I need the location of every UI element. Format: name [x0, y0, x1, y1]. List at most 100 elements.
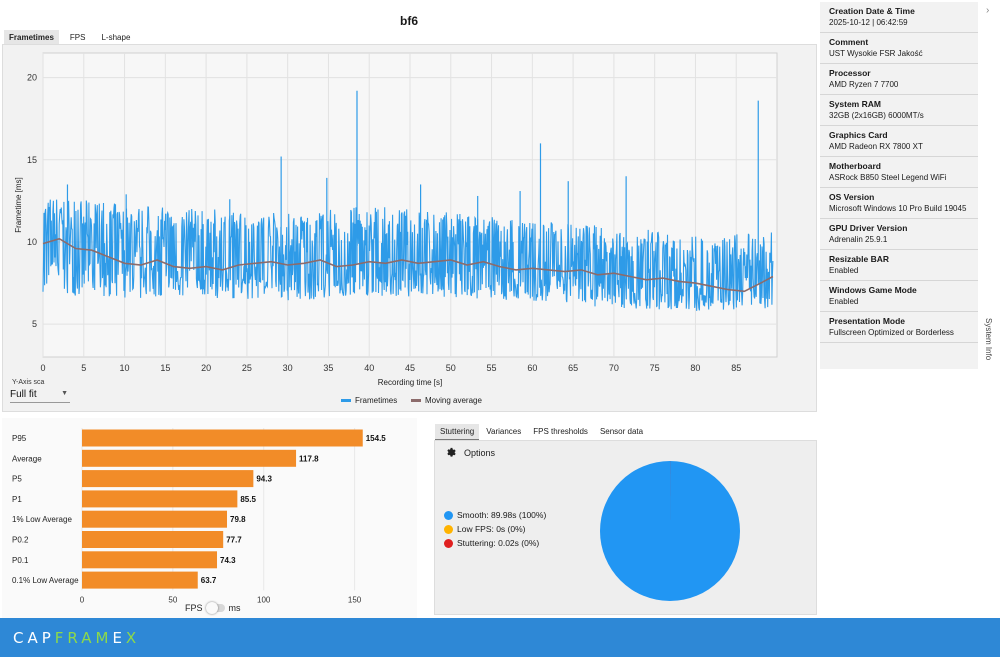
system-info-value: Enabled: [829, 297, 859, 306]
fps-bar-chart: 0 50 100 150 P95 154.5 Average 117.8 P5 94.3 P1 85.…: [12, 428, 387, 604]
toggle-label-ms: ms: [228, 603, 241, 613]
tab-stuttering[interactable]: Stuttering: [435, 424, 480, 441]
x-tick-label: 60: [527, 363, 537, 373]
capframex-logo: CAPFRAMEX: [13, 628, 141, 647]
x-tick-label: 150: [348, 595, 362, 604]
chevron-right-icon[interactable]: ›: [986, 5, 990, 16]
bar-category-label: P5: [12, 475, 22, 484]
fps-bar: [82, 551, 218, 569]
tab-sensor-data[interactable]: Sensor data: [599, 427, 644, 436]
x-tick-label: 85: [731, 363, 741, 373]
system-info-value: 2025-10-12 | 06:42:59: [829, 18, 908, 27]
y-axis-scale-value: Full fit: [10, 389, 37, 400]
x-tick-label: 70: [609, 363, 619, 373]
system-info-value: Fullscreen Optimized or Borderless: [829, 328, 954, 337]
fps-bar-panel: 0 50 100 150 P95 154.5 Average 117.8 P5 94.3 P1 85.…: [2, 418, 417, 618]
system-info-key: Presentation Mode: [829, 316, 906, 326]
gear-icon: [447, 447, 456, 457]
system-info-key: Creation Date & Time: [829, 6, 915, 16]
fps-ms-toggle[interactable]: FPS ms: [185, 602, 241, 614]
bar-category-label: P0.1: [12, 556, 29, 565]
system-info-key: System RAM: [829, 99, 881, 109]
system-info-item: Comment UST Wysokie FSR Jakość: [820, 33, 978, 64]
footer-bar: CAPFRAMEX: [0, 618, 1000, 657]
legend-dot-smooth: [444, 510, 453, 520]
stuttering-panel: [434, 440, 817, 615]
bar-value-label: 117.8: [299, 454, 319, 463]
system-info-value: AMD Ryzen 7 7700: [829, 80, 899, 89]
x-tick-label: 35: [323, 363, 333, 373]
fps-bar: [82, 429, 363, 447]
x-tick-label: 25: [242, 363, 252, 373]
x-tick-label: 45: [405, 363, 415, 373]
x-tick-label: 75: [650, 363, 660, 373]
x-tick-label: 0: [80, 595, 85, 604]
x-tick-label: 50: [168, 595, 177, 604]
system-info-value: UST Wysokie FSR Jakość: [829, 49, 923, 58]
system-info-value: AMD Radeon RX 7800 XT: [829, 142, 923, 151]
bar-category-label: P0.2: [12, 536, 29, 545]
legend-item-stuttering: Stuttering: 0.02s (0%): [444, 536, 546, 550]
tab-l-shape[interactable]: L-shape: [101, 33, 131, 42]
options-label: Options: [464, 447, 496, 458]
x-tick-label: 80: [690, 363, 700, 373]
system-info-item: System RAM 32GB (2x16GB) 6000MT/s: [820, 95, 978, 126]
toggle-switch[interactable]: [205, 602, 225, 614]
stuttering-pie-chart: [600, 461, 740, 601]
legend-swatch-moving-average: [411, 399, 421, 402]
moving-average-series: [42, 237, 774, 293]
system-info-tab[interactable]: System Info: [984, 318, 993, 361]
y-tick-label: 10: [27, 237, 37, 247]
tab-variances[interactable]: Variances: [486, 427, 522, 436]
system-info-value: Adrenalin 25.9.1: [829, 235, 888, 244]
x-tick-label: 20: [201, 363, 211, 373]
options-button[interactable]: Options: [445, 447, 495, 458]
x-tick-label: 0: [40, 363, 45, 373]
x-axis-label: Recording time [s]: [378, 378, 442, 387]
system-info-item: Windows Game Mode Enabled: [820, 281, 978, 312]
y-axis-scale-select[interactable]: Full fit ▼: [10, 389, 70, 403]
tab-fps-thresholds[interactable]: FPS thresholds: [533, 427, 588, 436]
x-tick-label: 65: [568, 363, 578, 373]
bar-value-label: 77.7: [226, 536, 242, 545]
fps-bar: [82, 531, 224, 548]
bar-category-label: Average: [12, 454, 42, 463]
bar-value-label: 85.5: [240, 495, 256, 504]
tab-fps[interactable]: FPS: [69, 33, 86, 42]
fps-bar: [82, 571, 198, 589]
fps-bar: [82, 510, 228, 528]
frametimes-series: [42, 199, 774, 311]
legend-label-frametimes: Frametimes: [355, 396, 397, 405]
legend-swatch-frametimes: [341, 399, 351, 402]
y-tick-label: 15: [27, 155, 37, 165]
legend-label-moving-average: Moving average: [425, 396, 482, 405]
fps-bar: [82, 449, 297, 467]
system-info-item: Resizable BAR Enabled: [820, 250, 978, 281]
legend-dot-low-fps: [444, 524, 453, 534]
x-tick-label: 100: [257, 595, 271, 604]
x-tick-label: 40: [364, 363, 374, 373]
bar-value-label: 79.8: [230, 515, 246, 524]
system-info-item: Graphics Card AMD Radeon RX 7800 XT: [820, 126, 978, 157]
system-info-item: Presentation Mode Fullscreen Optimized or…: [820, 312, 978, 343]
system-info-value: ASRock B850 Steel Legend WiFi: [829, 173, 947, 182]
legend-dot-stuttering: [444, 538, 453, 548]
x-tick-label: 30: [283, 363, 293, 373]
y-axis-label: Frametime [ms]: [14, 177, 23, 233]
y-axis-scale-label: Y-Axis sca: [12, 379, 45, 386]
system-info-value: 32GB (2x16GB) 6000MT/s: [829, 111, 924, 120]
statistics-tabs: Stuttering Variances FPS thresholds Sens…: [435, 424, 650, 441]
system-info-item: Motherboard ASRock B850 Steel Legend WiFi: [820, 157, 978, 188]
system-info-key: Resizable BAR: [829, 254, 889, 264]
bar-value-label: 94.3: [256, 475, 272, 484]
legend-item-smooth: Smooth: 89.98s (100%): [444, 508, 546, 522]
bar-value-label: 154.5: [366, 434, 387, 443]
system-info-value: Enabled: [829, 266, 859, 275]
system-info-key: Windows Game Mode: [829, 285, 917, 295]
x-tick-label: 50: [446, 363, 456, 373]
system-info-sidebar: Creation Date & Time 2025-10-12 | 06:42:5…: [820, 2, 978, 369]
bar-category-label: 0.1% Low Average: [12, 576, 79, 585]
system-info-key: Comment: [829, 37, 869, 47]
frametime-chart[interactable]: 5 10 15 20 0 5 10 15 20 25 30 35 40 45 50 55 60 65 70 75 80 8…: [3, 45, 816, 411]
